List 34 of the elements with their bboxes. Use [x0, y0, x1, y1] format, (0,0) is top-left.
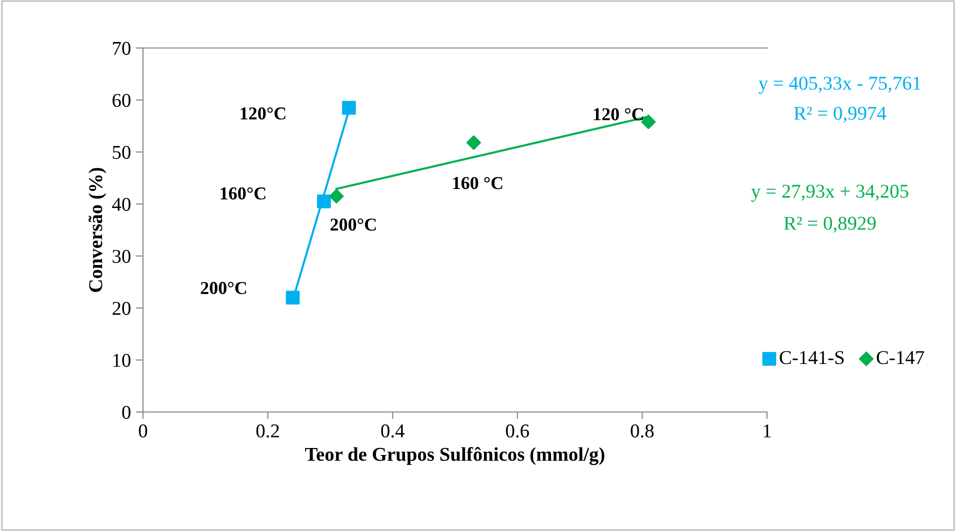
point	[317, 194, 331, 208]
y-tick-label: 40	[112, 198, 130, 211]
x-tick-label: 0.6	[506, 424, 529, 438]
text: R² = 0,8929	[784, 216, 876, 233]
text: R² = 0,9974	[794, 106, 886, 123]
y-tick-label: 10	[113, 354, 130, 367]
legend-label: C-141-S	[780, 351, 844, 364]
y-tick-label: 60	[112, 94, 130, 107]
x-tick-label: 0.8	[630, 424, 654, 438]
y-tick-label: 0	[122, 406, 130, 419]
y-axis-title: Conversão (%)	[88, 168, 106, 292]
annotation: 160°C	[220, 187, 266, 200]
y-tick-label: 20	[112, 302, 130, 315]
annotation: 120 °C	[594, 108, 643, 120]
point	[466, 135, 482, 150]
point	[342, 100, 356, 115]
x-axis-title: Teor de Grupos Sulfônicos (mmol/g)	[305, 446, 604, 465]
y-tick-label: 50	[112, 146, 130, 159]
annotation: 200°C	[330, 218, 376, 231]
legend-label: C-147	[876, 351, 924, 364]
annotation: 160 °C	[453, 176, 502, 190]
point	[329, 188, 344, 204]
y-tick-label: 70	[113, 42, 130, 55]
point	[641, 114, 656, 130]
x-tick-label: 0.4	[381, 424, 404, 438]
annotation: y = 27,93x + 34,205	[751, 184, 908, 202]
annotation: y = 405,33x - 75,761	[758, 76, 920, 94]
x-tick-label: 0.2	[256, 424, 279, 438]
annotation: 200°C	[200, 282, 246, 294]
x-tick-label: 1	[764, 424, 771, 438]
annotation: 120°C	[240, 107, 286, 120]
point	[286, 290, 300, 305]
y-tick-label: 30	[112, 250, 130, 263]
x-tick-label: 0	[138, 424, 148, 438]
